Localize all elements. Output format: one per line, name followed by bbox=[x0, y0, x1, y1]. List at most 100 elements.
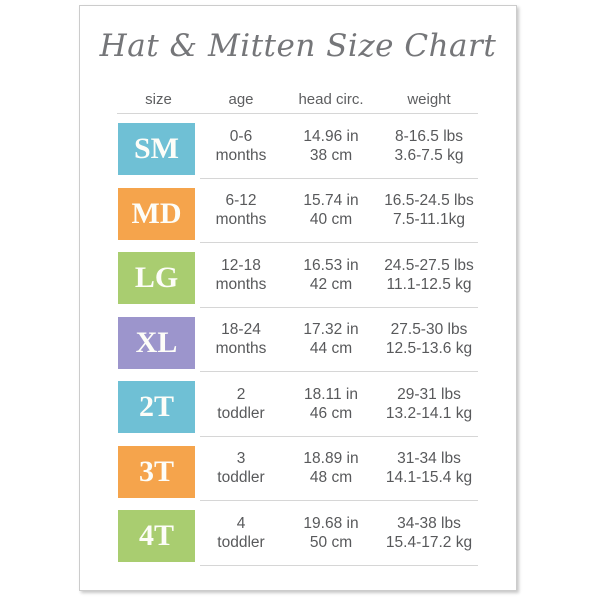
age-cell: 6-12 months bbox=[200, 191, 282, 229]
size-cell: MD bbox=[117, 179, 200, 244]
size-table-body: SM 0-6 months 14.96 in 38 cm 8-16.5 lbs … bbox=[117, 114, 478, 566]
row-content: 12-18 months 16.53 in 42 cm 24.5-27.5 lb… bbox=[200, 243, 478, 308]
head-circ-cell: 18.11 in 46 cm bbox=[282, 385, 380, 423]
size-badge: SM bbox=[118, 123, 195, 176]
age-cell: 4 toddler bbox=[200, 514, 282, 552]
age-range: 2 bbox=[236, 385, 246, 403]
weight-kg: 7.5-11.1kg bbox=[392, 211, 466, 229]
weight-kg: 15.4-17.2 kg bbox=[385, 533, 473, 551]
head-circ-cm: 42 cm bbox=[309, 275, 353, 293]
column-header-weight: weight bbox=[407, 91, 451, 108]
head-circ-inches: 17.32 in bbox=[303, 321, 359, 339]
age-range: 6-12 bbox=[225, 192, 257, 210]
row-content: 3 toddler 18.89 in 48 cm 31-34 lbs 14.1-… bbox=[200, 437, 478, 501]
weight-cell: 34-38 lbs 15.4-17.2 kg bbox=[380, 514, 478, 552]
weight-cell: 8-16.5 lbs 3.6-7.5 kg bbox=[380, 127, 478, 165]
table-row: MD 6-12 months 15.74 in 40 cm 16.5-24.5 … bbox=[117, 179, 478, 244]
weight-kg: 13.2-14.1 kg bbox=[385, 404, 473, 422]
weight-lbs: 24.5-27.5 lbs bbox=[384, 256, 474, 274]
age-range: 4 bbox=[236, 514, 246, 532]
size-cell: LG bbox=[117, 243, 200, 308]
head-circ-inches: 18.89 in bbox=[303, 450, 359, 468]
head-circ-inches: 15.74 in bbox=[303, 192, 359, 210]
age-unit: months bbox=[215, 211, 267, 229]
column-header-age: age bbox=[228, 91, 254, 108]
head-circ-cell: 16.53 in 42 cm bbox=[282, 256, 380, 294]
age-unit: months bbox=[215, 146, 267, 164]
weight-lbs: 27.5-30 lbs bbox=[390, 321, 468, 339]
head-circ-cm: 38 cm bbox=[309, 146, 353, 164]
size-cell: 4T bbox=[117, 501, 200, 566]
head-circ-cell: 14.96 in 38 cm bbox=[282, 127, 380, 165]
age-cell: 18-24 months bbox=[200, 320, 282, 358]
row-content: 18-24 months 17.32 in 44 cm 27.5-30 lbs … bbox=[200, 308, 478, 372]
weight-lbs: 8-16.5 lbs bbox=[394, 127, 464, 145]
size-badge: XL bbox=[118, 316, 195, 369]
head-circ-cell: 15.74 in 40 cm bbox=[282, 191, 380, 229]
head-circ-cm: 50 cm bbox=[309, 533, 353, 551]
weight-cell: 29-31 lbs 13.2-14.1 kg bbox=[380, 385, 478, 423]
age-unit: toddler bbox=[217, 404, 265, 422]
weight-lbs: 34-38 lbs bbox=[397, 514, 461, 532]
size-badge: 4T bbox=[118, 510, 195, 563]
age-unit: toddler bbox=[217, 533, 265, 551]
table-row: 4T 4 toddler 19.68 in 50 cm 34-38 lbs 15… bbox=[117, 501, 478, 566]
head-circ-inches: 14.96 in bbox=[303, 127, 359, 145]
head-circ-inches: 16.53 in bbox=[303, 256, 359, 274]
head-circ-cm: 40 cm bbox=[309, 211, 353, 229]
head-circ-cell: 19.68 in 50 cm bbox=[282, 514, 380, 552]
size-badge: LG bbox=[118, 252, 195, 305]
head-circ-cell: 17.32 in 44 cm bbox=[282, 320, 380, 358]
size-badge: 2T bbox=[118, 381, 195, 434]
table-row: XL 18-24 months 17.32 in 44 cm 27.5-30 l… bbox=[117, 308, 478, 373]
weight-lbs: 31-34 lbs bbox=[397, 450, 461, 468]
weight-kg: 3.6-7.5 kg bbox=[394, 146, 464, 164]
head-circ-cm: 48 cm bbox=[309, 469, 353, 487]
table-row: 3T 3 toddler 18.89 in 48 cm 31-34 lbs 14… bbox=[117, 437, 478, 502]
age-cell: 0-6 months bbox=[200, 127, 282, 165]
head-circ-cm: 46 cm bbox=[309, 404, 353, 422]
age-unit: months bbox=[215, 340, 267, 358]
table-row: LG 12-18 months 16.53 in 42 cm 24.5-27.5… bbox=[117, 243, 478, 308]
size-cell: 3T bbox=[117, 437, 200, 502]
size-cell: 2T bbox=[117, 372, 200, 437]
table-row: SM 0-6 months 14.96 in 38 cm 8-16.5 lbs … bbox=[117, 114, 478, 179]
weight-lbs: 29-31 lbs bbox=[397, 385, 461, 403]
age-unit: months bbox=[215, 275, 267, 293]
age-unit: toddler bbox=[217, 469, 265, 487]
age-cell: 2 toddler bbox=[200, 385, 282, 423]
age-cell: 3 toddler bbox=[200, 449, 282, 487]
row-content: 0-6 months 14.96 in 38 cm 8-16.5 lbs 3.6… bbox=[200, 114, 478, 179]
head-circ-inches: 19.68 in bbox=[303, 514, 359, 532]
row-content: 6-12 months 15.74 in 40 cm 16.5-24.5 lbs… bbox=[200, 179, 478, 243]
column-header-size: size bbox=[145, 91, 172, 108]
weight-cell: 24.5-27.5 lbs 11.1-12.5 kg bbox=[380, 256, 478, 294]
page-title: Hat & Mitten Size Chart bbox=[99, 28, 497, 64]
weight-lbs: 16.5-24.5 lbs bbox=[384, 192, 474, 210]
age-range: 12-18 bbox=[221, 256, 261, 274]
age-range: 3 bbox=[236, 450, 246, 468]
head-circ-cell: 18.89 in 48 cm bbox=[282, 449, 380, 487]
size-badge: 3T bbox=[118, 445, 195, 498]
weight-kg: 11.1-12.5 kg bbox=[386, 275, 472, 293]
age-range: 18-24 bbox=[221, 321, 261, 339]
size-table: size age head circ. weight SM 0-6 months… bbox=[117, 86, 478, 566]
row-content: 4 toddler 19.68 in 50 cm 34-38 lbs 15.4-… bbox=[200, 501, 478, 566]
weight-kg: 12.5-13.6 kg bbox=[385, 340, 473, 358]
size-badge: MD bbox=[118, 187, 195, 240]
size-cell: XL bbox=[117, 308, 200, 373]
row-content: 2 toddler 18.11 in 46 cm 29-31 lbs 13.2-… bbox=[200, 372, 478, 437]
weight-cell: 31-34 lbs 14.1-15.4 kg bbox=[380, 449, 478, 487]
column-header-head-circ: head circ. bbox=[298, 91, 364, 108]
size-chart-card: Hat & Mitten Size Chart size age head ci… bbox=[79, 5, 517, 591]
age-range: 0-6 bbox=[229, 127, 253, 145]
table-header-row: size age head circ. weight bbox=[117, 86, 478, 114]
age-cell: 12-18 months bbox=[200, 256, 282, 294]
head-circ-inches: 18.11 in bbox=[303, 385, 358, 403]
weight-cell: 16.5-24.5 lbs 7.5-11.1kg bbox=[380, 191, 478, 229]
head-circ-cm: 44 cm bbox=[309, 340, 353, 358]
table-row: 2T 2 toddler 18.11 in 46 cm 29-31 lbs 13… bbox=[117, 372, 478, 437]
weight-kg: 14.1-15.4 kg bbox=[385, 469, 473, 487]
weight-cell: 27.5-30 lbs 12.5-13.6 kg bbox=[380, 320, 478, 358]
size-cell: SM bbox=[117, 114, 200, 179]
